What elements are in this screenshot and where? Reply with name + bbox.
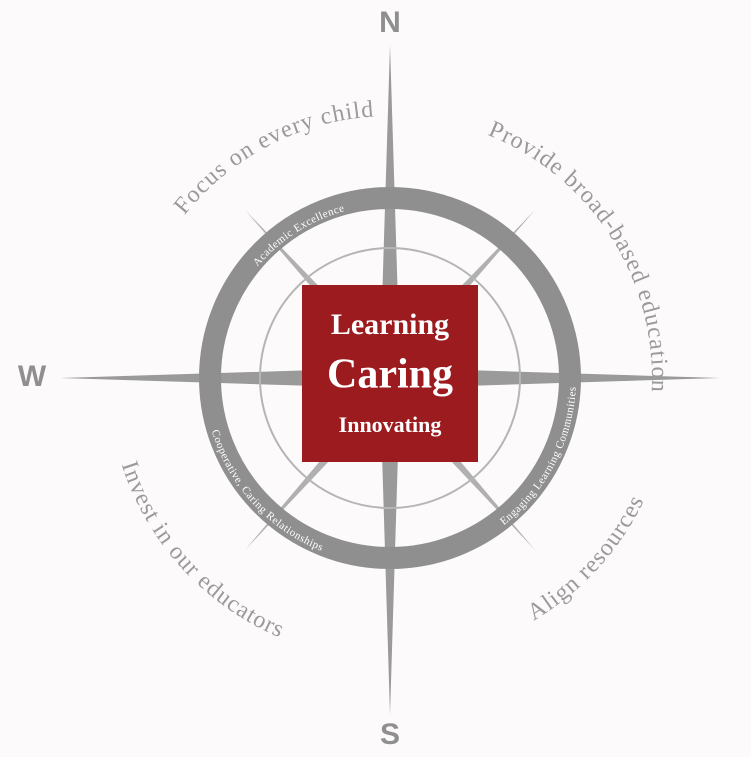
center-box <box>302 285 478 462</box>
west-label: W <box>18 360 47 393</box>
center-word: Caring <box>327 352 453 398</box>
center-word: Innovating <box>339 412 442 437</box>
center-word: Learning <box>331 308 449 341</box>
ring-text-group: Align resources <box>523 491 650 626</box>
inner-circle <box>259 247 521 509</box>
ring-text: Align resources <box>523 491 649 626</box>
compass-ring <box>199 187 581 569</box>
north-label: N <box>379 6 401 39</box>
ring-text: Invest in our educators <box>116 458 288 643</box>
ring-text-group: Invest in our educators <box>116 458 289 643</box>
south-label: S <box>380 718 400 751</box>
